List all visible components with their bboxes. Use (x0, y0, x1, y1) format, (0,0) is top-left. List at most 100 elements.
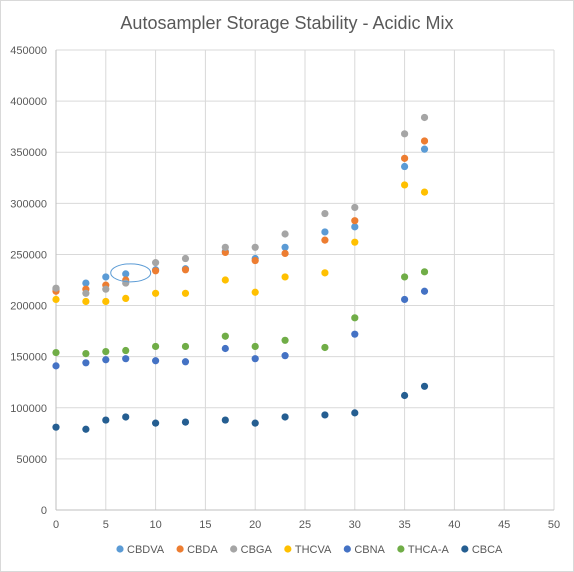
legend-label: CBDVA (127, 544, 165, 556)
data-point (52, 423, 60, 431)
data-point (420, 188, 429, 196)
data-point (401, 391, 409, 400)
legend-marker (230, 545, 238, 553)
data-point (152, 357, 160, 365)
axes: 0 50000 100000 150000 200000 250000 300000 3500… (10, 45, 560, 531)
data-point (82, 289, 90, 297)
legend-marker (284, 545, 292, 553)
y-tick-label: 0 (41, 505, 47, 517)
series-thcva (52, 181, 429, 306)
data-point (82, 359, 90, 367)
data-point (152, 419, 160, 427)
data-point (351, 238, 359, 246)
data-point (82, 425, 90, 433)
data-point (351, 203, 359, 212)
data-point (102, 356, 110, 364)
data-point (321, 228, 329, 236)
data-point (181, 358, 190, 366)
data-point (401, 162, 409, 171)
legend-label: THCA-A (408, 544, 450, 556)
data-point (102, 273, 110, 281)
data-point (281, 336, 289, 344)
data-point (181, 254, 190, 263)
data-point (281, 249, 289, 258)
series-thca-a (52, 268, 429, 358)
x-tick-label: 15 (199, 519, 211, 531)
x-tick-label: 30 (349, 519, 361, 531)
data-point (82, 279, 90, 287)
y-tick-label: 450000 (10, 45, 47, 57)
data-point (82, 350, 90, 358)
data-point (401, 295, 409, 304)
data-point (52, 295, 60, 304)
data-point (351, 330, 359, 338)
data-point (321, 236, 329, 244)
legend-marker (397, 545, 405, 553)
series-cbda (52, 137, 429, 295)
data-point (102, 416, 110, 424)
data-point (152, 289, 160, 297)
x-tick-label: 0 (53, 519, 59, 531)
chart-title: Autosampler Storage Stability - Acidic M… (120, 13, 453, 33)
data-point (122, 279, 130, 287)
legend-marker (176, 545, 184, 553)
data-point (420, 268, 429, 276)
series-cbga (52, 113, 429, 297)
data-point (221, 332, 229, 340)
data-point (221, 416, 229, 424)
legend-item: CBCA (461, 544, 503, 556)
data-point (321, 209, 329, 218)
data-point (401, 273, 409, 281)
annotation (110, 263, 152, 283)
data-point (181, 418, 190, 426)
data-point (420, 145, 429, 153)
data-point (122, 270, 130, 278)
data-point (420, 137, 429, 145)
x-tick-label: 5 (103, 519, 109, 531)
data-point (420, 287, 429, 295)
data-point (221, 243, 229, 251)
legend-item: CBNA (343, 544, 386, 556)
gridlines (55, 49, 555, 511)
data-point (351, 314, 359, 322)
y-tick-label: 50000 (16, 454, 47, 466)
data-point (321, 269, 329, 277)
data-point (351, 217, 359, 225)
data-point (181, 342, 190, 351)
y-tick-label: 400000 (10, 96, 47, 108)
data-point (401, 154, 409, 162)
data-point (52, 284, 60, 292)
data-point (281, 243, 289, 251)
legend-marker (461, 545, 469, 553)
data-point (251, 243, 259, 251)
data-point (102, 347, 110, 356)
data-point (351, 409, 359, 417)
data-point (251, 288, 259, 296)
x-tick-label: 35 (398, 519, 410, 531)
data-point (321, 411, 329, 419)
data-point (401, 130, 409, 138)
data-point (351, 223, 359, 231)
legend-marker (116, 545, 124, 553)
data-point (221, 344, 229, 353)
legend-item: CBDVA (116, 544, 165, 556)
data-point (251, 419, 259, 427)
y-tick-label: 200000 (10, 301, 47, 313)
data-point (281, 413, 289, 421)
data-point (181, 289, 190, 297)
x-tick-label: 25 (299, 519, 311, 531)
legend-label: CBCA (472, 544, 503, 556)
data-point (221, 276, 229, 284)
x-tick-label: 10 (149, 519, 161, 531)
series-cbdva (52, 145, 429, 293)
legend-label: THCVA (295, 544, 332, 556)
data-point (52, 362, 60, 370)
annotation-ellipse (110, 263, 152, 283)
legend-label: CBNA (354, 544, 385, 556)
data-point (152, 267, 160, 275)
legend-label: CBGA (241, 544, 273, 556)
x-tick-label: 40 (448, 519, 460, 531)
data-point (251, 342, 259, 351)
